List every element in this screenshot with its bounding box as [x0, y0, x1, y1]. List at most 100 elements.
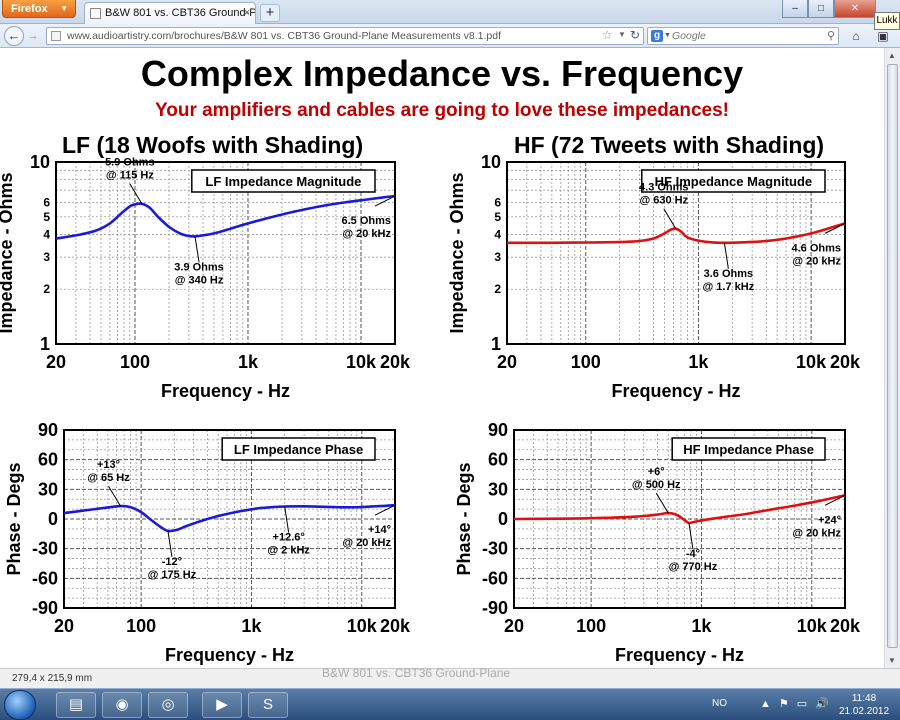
tray-icons[interactable]: ▲⚑▭🔊	[760, 698, 837, 710]
chart-title-box	[221, 437, 376, 461]
vertical-scrollbar[interactable]: ▲ ▼	[884, 48, 900, 668]
y-tick-label: 4	[494, 227, 501, 241]
annotation-frequency: @ 20 kHz	[792, 255, 841, 267]
annotation-value: +24°	[818, 514, 841, 526]
annotation-value: 4.3 Ohms	[639, 182, 689, 194]
media-player-icon[interactable]: ▶	[202, 692, 242, 718]
annotation-value: +12.6°	[273, 532, 305, 544]
pdf-page: Complex Impedance vs. Frequency Your amp…	[0, 48, 884, 668]
y-axis-label: Impedance - Ohms	[447, 172, 467, 333]
navigation-toolbar: ← → www.audioartistry.com/brochures/B&W …	[0, 24, 900, 48]
start-button[interactable]	[4, 690, 36, 720]
chart-title-box	[191, 169, 376, 193]
google-icon[interactable]: g	[651, 30, 663, 42]
scroll-up-icon[interactable]: ▲	[888, 51, 896, 60]
annotation-frequency: @ 1.7 kHz	[703, 281, 755, 293]
skype-icon[interactable]: S	[248, 692, 288, 718]
x-tick-label: 1k	[691, 616, 712, 636]
y-tick-label: 10	[30, 152, 50, 172]
y-tick-label: 60	[488, 450, 508, 470]
chart-title: LF Impedance Magnitude	[205, 174, 361, 189]
series-line	[513, 494, 846, 525]
annotation-leader	[108, 485, 121, 507]
search-icon[interactable]: ⚲	[826, 30, 835, 42]
addon-bar-button[interactable]: ▣	[872, 27, 894, 45]
chart-title-box	[671, 437, 826, 461]
tray-clock[interactable]: 11:48 21.02.2012	[836, 692, 892, 718]
annotation-frequency: @ 65 Hz	[87, 472, 130, 484]
scroll-down-icon[interactable]: ▼	[888, 656, 896, 665]
x-tick-label: 20	[46, 352, 66, 372]
home-button[interactable]: ⌂	[846, 27, 866, 45]
x-tick-label: 10k	[796, 352, 827, 372]
annotation-value: 6.5 Ohms	[341, 215, 391, 227]
forward-button[interactable]: →	[25, 29, 41, 43]
scrollbar-thumb[interactable]	[887, 64, 898, 648]
x-axis-label: Frequency - Hz	[161, 381, 290, 401]
x-tick-label: 1k	[688, 352, 709, 372]
annotation-value: 4.6 Ohms	[791, 242, 841, 254]
close-button[interactable]: ✕	[834, 0, 876, 18]
url-text: www.audioartistry.com/brochures/B&W 801 …	[67, 30, 501, 42]
home-icon: ⌂	[852, 29, 860, 43]
x-tick-label: 1k	[238, 352, 259, 372]
x-tick-label: 20k	[380, 616, 411, 636]
tab-close-button[interactable]: ×	[243, 7, 250, 19]
url-history-dropdown-icon[interactable]: ▼	[618, 30, 626, 39]
annotation-leader	[824, 222, 846, 234]
x-tick-label: 10k	[797, 616, 828, 636]
search-engine-dropdown-icon[interactable]: ▼	[664, 32, 671, 39]
window-controls: – □ ✕	[782, 0, 876, 18]
x-tick-label: 100	[126, 616, 156, 636]
annotation-leader	[723, 242, 729, 269]
annotation-frequency: @ 2 kHz	[267, 545, 310, 557]
firefox-menu-button[interactable]: Firefox ▼	[2, 0, 76, 18]
y-tick-label: -90	[32, 598, 58, 618]
annotation-value: -4°	[686, 548, 700, 560]
x-tick-label: 100	[576, 616, 606, 636]
maximize-button[interactable]: □	[808, 0, 834, 18]
y-tick-label: -30	[482, 539, 508, 559]
search-input[interactable]: g ▼ Google ⚲	[647, 27, 839, 45]
y-tick-label: 4	[43, 227, 50, 241]
annotation-leader	[167, 530, 173, 557]
document-icon	[90, 8, 101, 19]
x-tick-label: 20	[54, 616, 74, 636]
y-axis-label: Phase - Degs	[4, 462, 24, 575]
tray-language[interactable]: NO	[712, 698, 727, 709]
annotation-value: +13°	[97, 459, 120, 471]
folder-icon[interactable]: ▤	[56, 692, 96, 718]
windows-taskbar: ▤ ◉ ◎ ▶ S NO ▲⚑▭🔊 11:48 21.02.2012	[0, 688, 900, 720]
tab-title: B&W 801 vs. CBT36 Ground-Pla...	[105, 7, 256, 19]
annotation-value: 3.6 Ohms	[704, 268, 754, 280]
close-tooltip: Lukk	[874, 12, 900, 30]
minimize-button[interactable]: –	[782, 0, 808, 18]
annotation-frequency: @ 175 Hz	[148, 569, 197, 581]
url-bar[interactable]: www.audioartistry.com/brochures/B&W 801 …	[46, 27, 644, 45]
y-tick-label: -30	[32, 539, 58, 559]
annotation-leader	[284, 506, 290, 533]
annotation-frequency: @ 20 kHz	[342, 537, 391, 549]
y-tick-label: 3	[494, 250, 501, 264]
y-axis-label: Phase - Degs	[454, 462, 474, 575]
annotation-frequency: @ 20 kHz	[792, 527, 841, 539]
chart-title: HF Impedance Magnitude	[655, 174, 812, 189]
annotation-frequency: @ 500 Hz	[632, 479, 681, 491]
x-tick-label: 100	[571, 352, 601, 372]
back-button[interactable]: ←	[4, 26, 24, 46]
annotation-leader	[129, 183, 143, 204]
annotation-frequency: @ 115 Hz	[106, 170, 155, 182]
series-line	[506, 222, 846, 245]
tab-pdf[interactable]: B&W 801 vs. CBT36 Ground-Pla... ×	[84, 2, 256, 24]
annotation-leader	[655, 492, 669, 514]
plot-frame	[506, 161, 846, 345]
x-tick-label: 20	[497, 352, 517, 372]
reload-icon[interactable]: ↻	[630, 28, 641, 42]
x-tick-label: 20k	[830, 352, 861, 372]
annotation-leader	[824, 494, 846, 506]
chart-title: LF Impedance Phase	[234, 442, 363, 457]
firefox-icon[interactable]: ◉	[102, 692, 142, 718]
new-tab-button[interactable]: +	[260, 4, 280, 22]
bookmark-star-icon[interactable]: ☆	[602, 28, 613, 42]
chrome-icon[interactable]: ◎	[148, 692, 188, 718]
